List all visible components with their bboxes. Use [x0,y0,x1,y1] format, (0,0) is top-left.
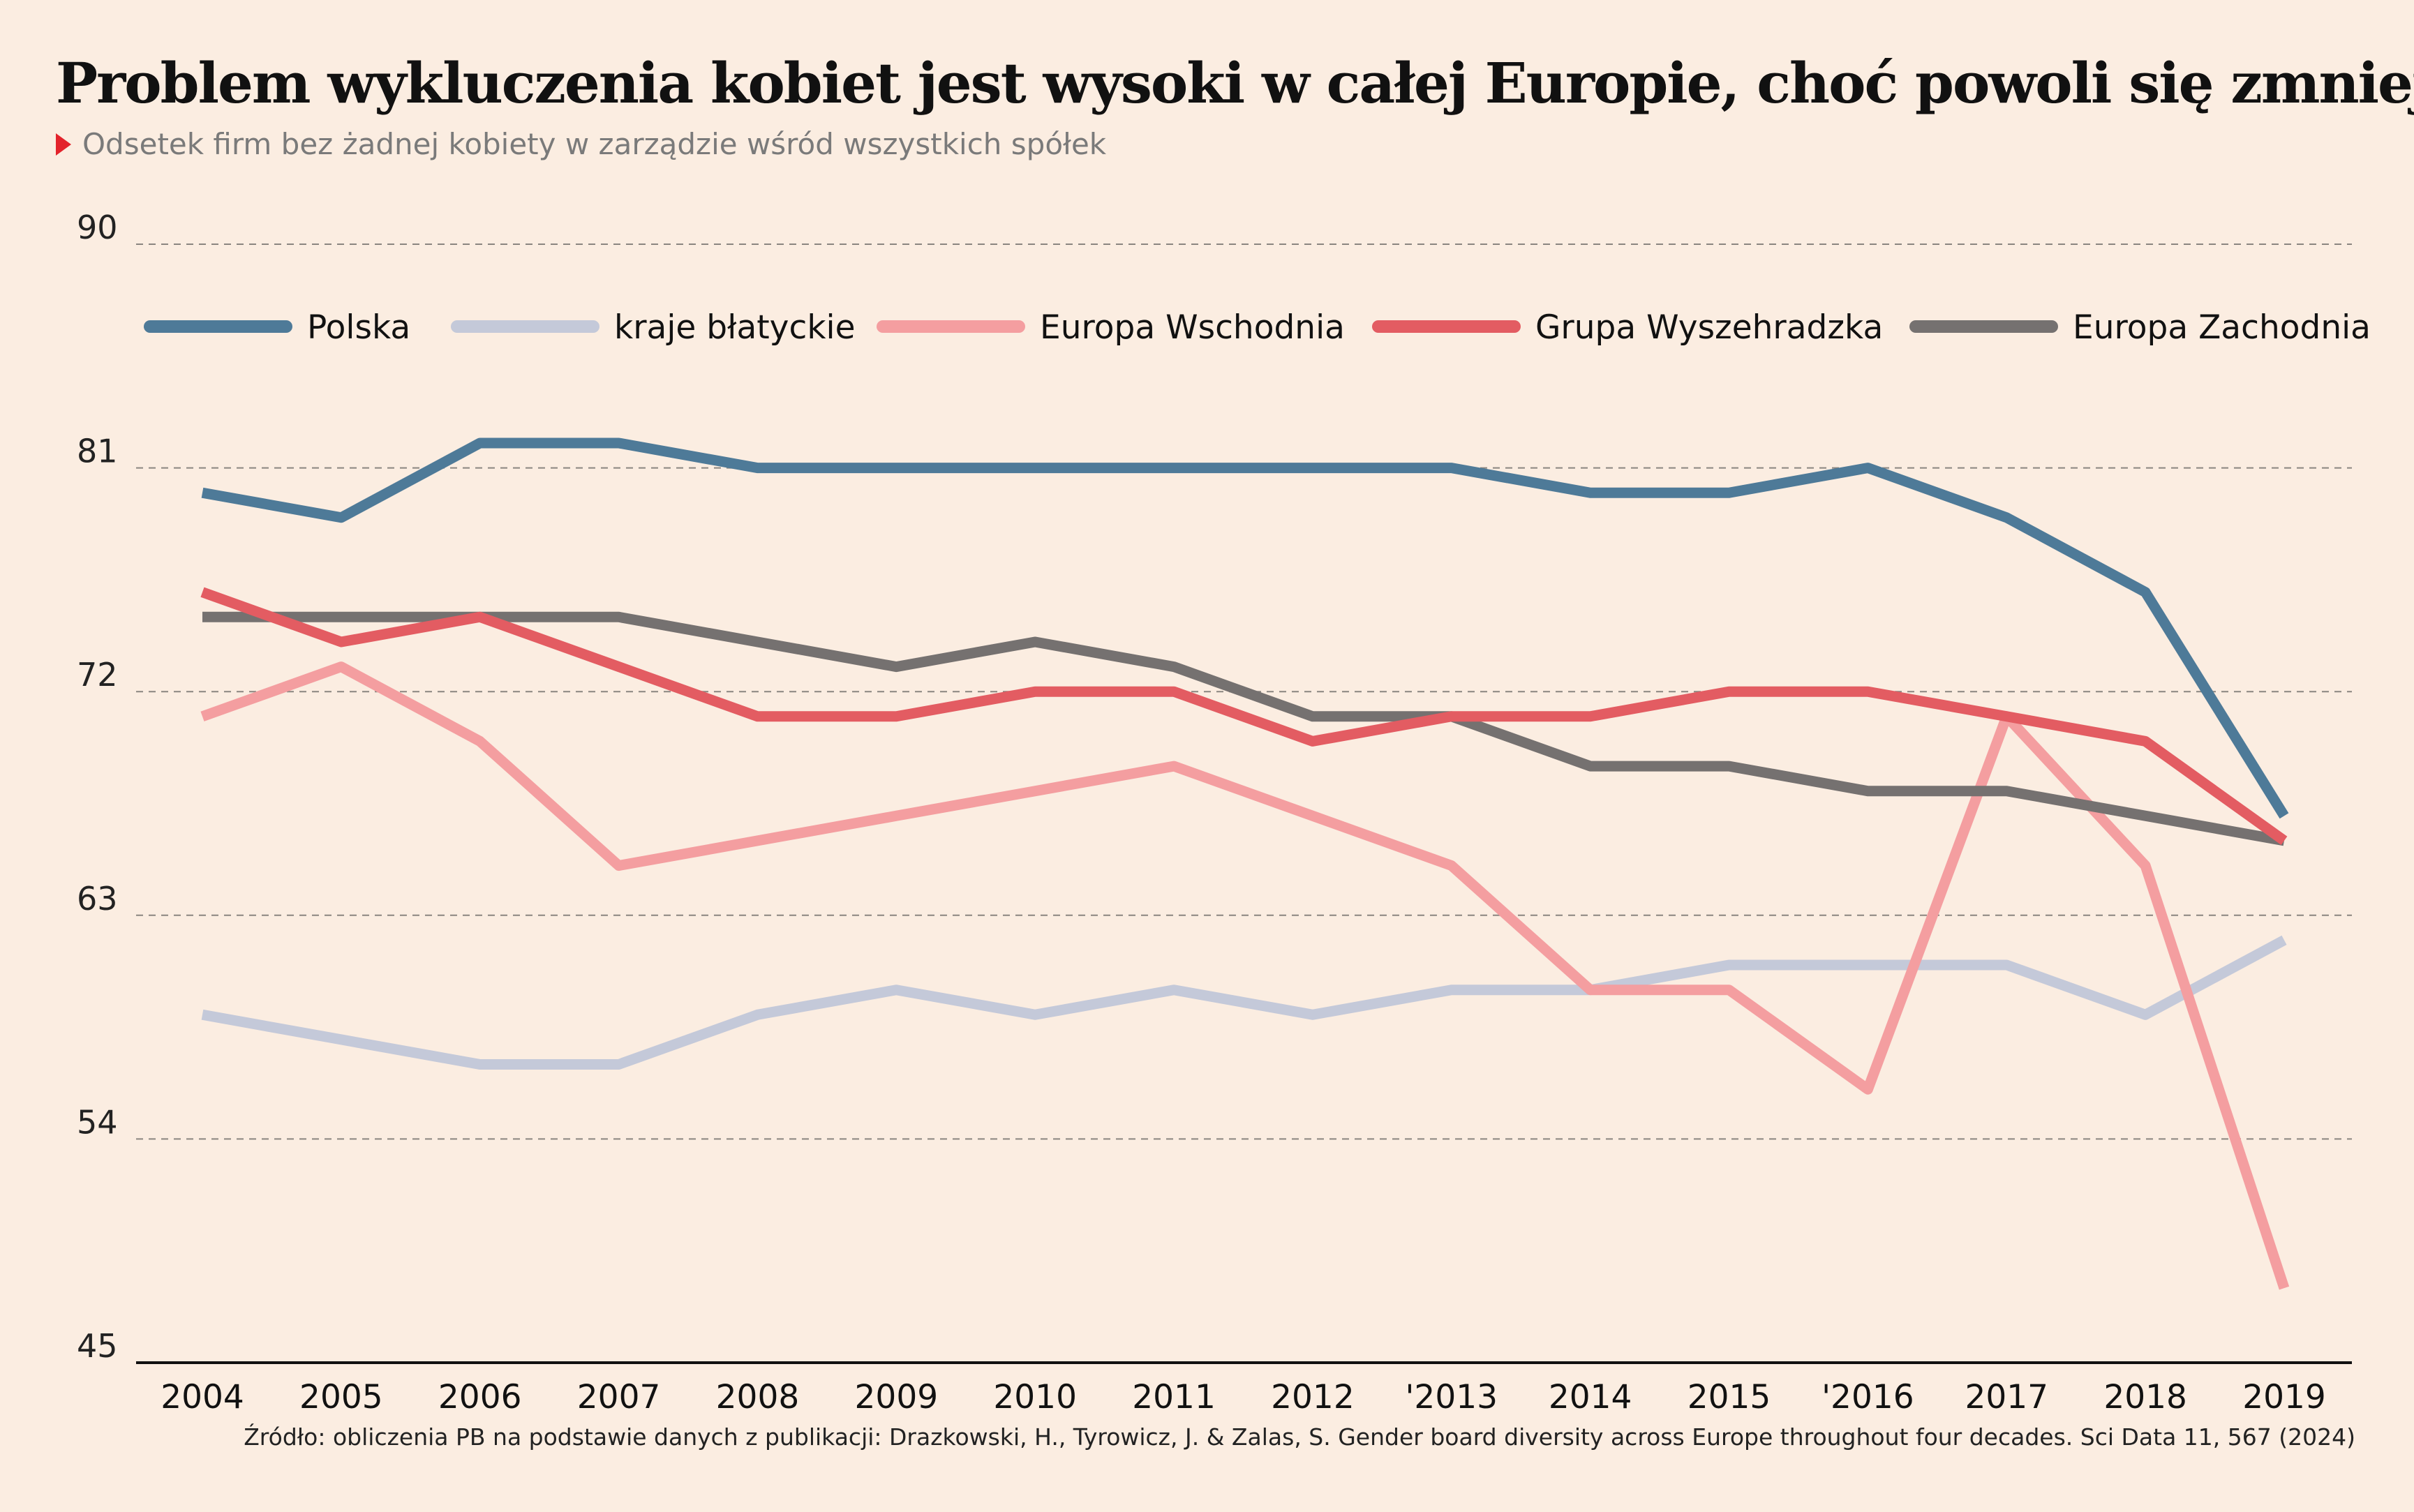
chart-title: Problem wykluczenia kobiet jest wysoki w… [56,50,2414,116]
subtitle-row: Odsetek firm bez żadnej kobiety w zarząd… [56,127,1106,161]
x-tick-label: 2011 [1132,1378,1216,1416]
x-tick-label: 2014 [1549,1378,1632,1416]
legend-label-grupa-wyszehradzka: Grupa Wyszehradzka [1535,308,1883,347]
x-tick-label: 2018 [2103,1378,2187,1416]
y-axis-ticks: 90 81 72 63 54 45 [77,209,118,1365]
y-tick-label: 81 [77,433,118,470]
x-tick-label: 2004 [161,1378,244,1416]
y-tick-label: 45 [77,1327,118,1365]
x-axis: 2004 2005 2006 2007 2008 2009 2010 2011 2012 '201… [136,1361,2352,1416]
series-line-kraje-błatyckie [201,935,2287,1070]
series-lines [200,437,2290,1290]
x-tick-label: '2013 [1406,1378,1498,1416]
series-line-grupa-wyszehradzka [200,587,2288,845]
series-line-polska [201,437,2289,819]
source-note: Źródło: obliczenia PB na podstawie danyc… [244,1423,2355,1451]
x-tick-label: 2012 [1271,1378,1355,1416]
x-tick-label: 2007 [577,1378,661,1416]
legend: Polska kraje błatyckie Europa Wschodnia Gru… [144,308,2371,347]
x-tick-label: 2017 [1965,1378,2048,1416]
x-tick-label: '2016 [1821,1378,1914,1416]
x-tick-label: 2006 [438,1378,522,1416]
x-tick-label: 2005 [299,1378,383,1416]
legend-label-europa-zachodnia: Europa Zachodnia [2073,308,2371,347]
red-triangle-icon [56,133,71,156]
x-tick-label: 2009 [855,1378,939,1416]
series-line-europa-wschodnia [200,661,2290,1290]
x-tick-label: 2008 [716,1378,800,1416]
x-tick-label: 2019 [2242,1378,2326,1416]
y-tick-label: 90 [77,209,118,246]
y-tick-label: 54 [77,1103,118,1141]
legend-label-europa-wschodnia: Europa Wschodnia [1040,308,1345,347]
x-tick-label: 2010 [993,1378,1077,1416]
y-tick-label: 72 [77,656,118,694]
y-tick-label: 63 [77,880,118,918]
legend-label-kraje-błatyckie: kraje błatyckie [614,308,856,347]
x-tick-label: 2015 [1687,1378,1771,1416]
series-line-europa-zachodnia [202,611,2286,846]
chart-subtitle: Odsetek firm bez żadnej kobiety w zarząd… [82,127,1107,161]
legend-label-polska: Polska [307,308,410,347]
